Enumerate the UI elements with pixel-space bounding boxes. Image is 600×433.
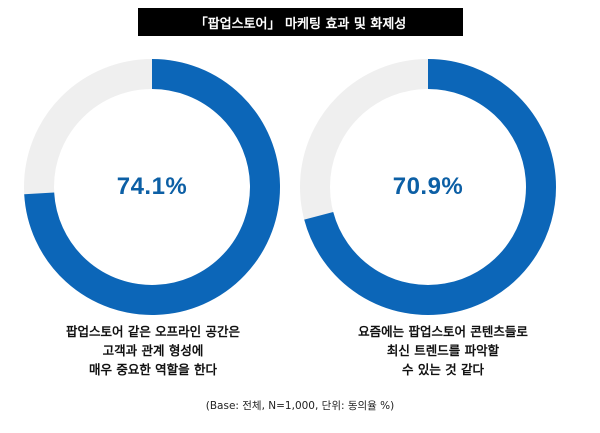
statement-1-line: 고객과 관계 형성에: [102, 343, 204, 358]
donut-chart-2: 70.9%: [298, 57, 558, 317]
donut-chart-1: 74.1%: [22, 57, 282, 317]
donut-chart-2-value-label: 70.9%: [392, 173, 464, 200]
statement-2: 요즘에는 팝업스토어 콘텐츠들로 최신 트렌드를 파악할 수 있는 것 같다: [298, 322, 588, 379]
donut-chart-2-svg: [300, 59, 556, 315]
statement-2-line: 최신 트렌드를 파악할: [386, 343, 500, 358]
statement-1-line: 매우 중요한 역할을 한다: [88, 362, 218, 377]
donut-chart-1-value-label: 74.1%: [116, 173, 188, 200]
statement-2-line: 요즘에는 팝업스토어 콘텐츠들로: [358, 324, 528, 339]
chart-title: 「팝업스토어」 마케팅 효과 및 화제성: [138, 8, 463, 36]
statement-1: 팝업스토어 같은 오프라인 공간은 고객과 관계 형성에 매우 중요한 역할을 …: [8, 322, 298, 379]
statement-1-line: 팝업스토어 같은 오프라인 공간은: [65, 324, 241, 339]
donut-value-slice: [304, 59, 556, 315]
donut-value-slice: [24, 59, 280, 315]
statement-2-line: 수 있는 것 같다: [401, 362, 485, 377]
donut-chart-1-svg: [24, 59, 280, 315]
footnote: (Base: 전체, N=1,000, 단위: 동의율 %): [205, 400, 395, 412]
